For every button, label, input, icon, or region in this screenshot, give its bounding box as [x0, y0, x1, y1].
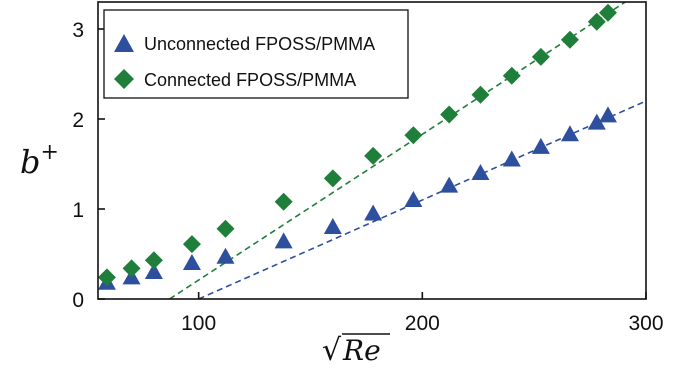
unconnected-point-3 [182, 254, 201, 270]
connected-point-8 [404, 126, 423, 145]
unconnected-point-15 [598, 106, 617, 123]
unconnected-point-12 [531, 137, 550, 154]
y-axis-title-base: b [20, 143, 40, 181]
fit-line-0 [198, 100, 646, 299]
unconnected-point-7 [364, 204, 383, 221]
connected-point-7 [364, 146, 383, 165]
legend-marker-diamond [114, 69, 134, 89]
y-axis-title-sup: + [40, 140, 58, 165]
unconnected-point-9 [440, 176, 459, 193]
legend-marker-triangle [114, 34, 134, 52]
connected-point-4 [216, 219, 235, 238]
ticks: 100 200 300 0 1 2 3 [72, 19, 663, 335]
connected-point-12 [531, 47, 550, 66]
connected-point-1 [122, 259, 141, 278]
connected-point-13 [560, 30, 579, 49]
x-tick-label-200: 200 [405, 312, 440, 335]
connected-point-14 [587, 12, 606, 31]
connected-point-6 [323, 169, 342, 188]
connected-point-10 [471, 85, 490, 104]
x-axis-title: √ Re [322, 333, 390, 368]
x-tick-label-100: 100 [181, 312, 216, 335]
unconnected-point-11 [502, 150, 521, 167]
unconnected-point-10 [471, 164, 490, 180]
connected-point-11 [502, 66, 521, 85]
connected-point-9 [440, 105, 459, 124]
unconnected-point-13 [560, 125, 579, 142]
x-tick-label-300: 300 [628, 312, 663, 335]
legend-box [103, 9, 409, 99]
data-points [97, 3, 617, 290]
x-axis-title-root: √ [322, 333, 342, 368]
y-tick-label-1: 1 [72, 199, 84, 222]
unconnected-point-8 [404, 191, 423, 207]
y-tick-label-3: 3 [72, 19, 84, 42]
unconnected-point-2 [144, 263, 163, 279]
connected-point-3 [182, 235, 201, 254]
unconnected-point-14 [587, 113, 606, 130]
axes [97, 1, 647, 300]
connected-point-5 [274, 192, 293, 211]
y-tick-label-2: 2 [72, 109, 84, 132]
unconnected-point-6 [323, 218, 342, 234]
legend-label-connected: Connected FPOSS/PMMA [144, 70, 356, 90]
plot-frame [97, 1, 647, 300]
unconnected-point-5 [274, 232, 293, 249]
connected-point-15 [598, 3, 617, 22]
legend-label-unconnected: Unconnected FPOSS/PMMA [144, 34, 375, 54]
y-tick-label-0: 0 [72, 289, 84, 312]
x-axis-title-base: Re [342, 334, 381, 367]
legend-item-connected: Connected FPOSS/PMMA [114, 69, 356, 90]
unconnected-point-4 [216, 247, 235, 264]
legend: Unconnected FPOSS/PMMA Connected FPOSS/P… [103, 9, 409, 99]
connected-point-2 [144, 251, 163, 270]
y-axis-title: b+ [20, 140, 59, 181]
connected-point-0 [97, 268, 116, 287]
legend-item-unconnected: Unconnected FPOSS/PMMA [114, 34, 375, 54]
